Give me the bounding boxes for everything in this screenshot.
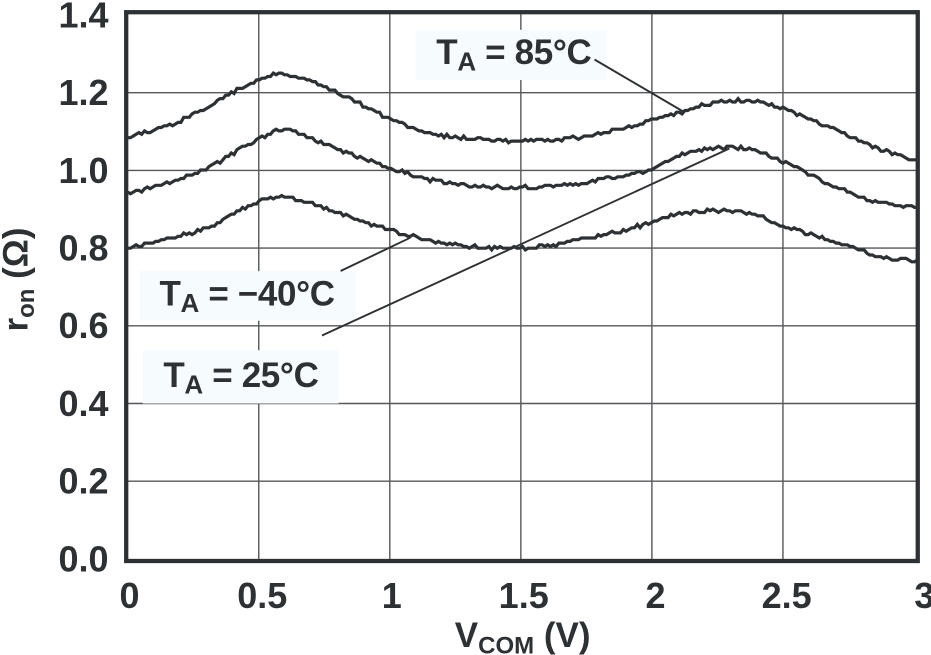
svg-text:1.2: 1.2: [58, 72, 108, 113]
svg-text:0.0: 0.0: [58, 538, 108, 579]
svg-text:2: 2: [645, 575, 665, 616]
svg-text:2.5: 2.5: [762, 575, 812, 616]
svg-text:3: 3: [914, 575, 931, 616]
svg-text:TA = −40°C: TA = −40°C: [160, 275, 335, 319]
svg-text:0.5: 0.5: [237, 575, 287, 616]
svg-text:0.2: 0.2: [58, 461, 108, 502]
svg-text:1.5: 1.5: [499, 575, 549, 616]
svg-text:ron (Ω): ron (Ω): [0, 227, 40, 331]
svg-text:0.6: 0.6: [58, 305, 108, 346]
svg-text:0.8: 0.8: [58, 228, 108, 269]
svg-text:1.0: 1.0: [58, 150, 108, 191]
svg-text:0: 0: [119, 575, 139, 616]
svg-text:1: 1: [382, 575, 402, 616]
svg-text:1.4: 1.4: [58, 0, 108, 35]
svg-text:0.4: 0.4: [58, 383, 108, 424]
